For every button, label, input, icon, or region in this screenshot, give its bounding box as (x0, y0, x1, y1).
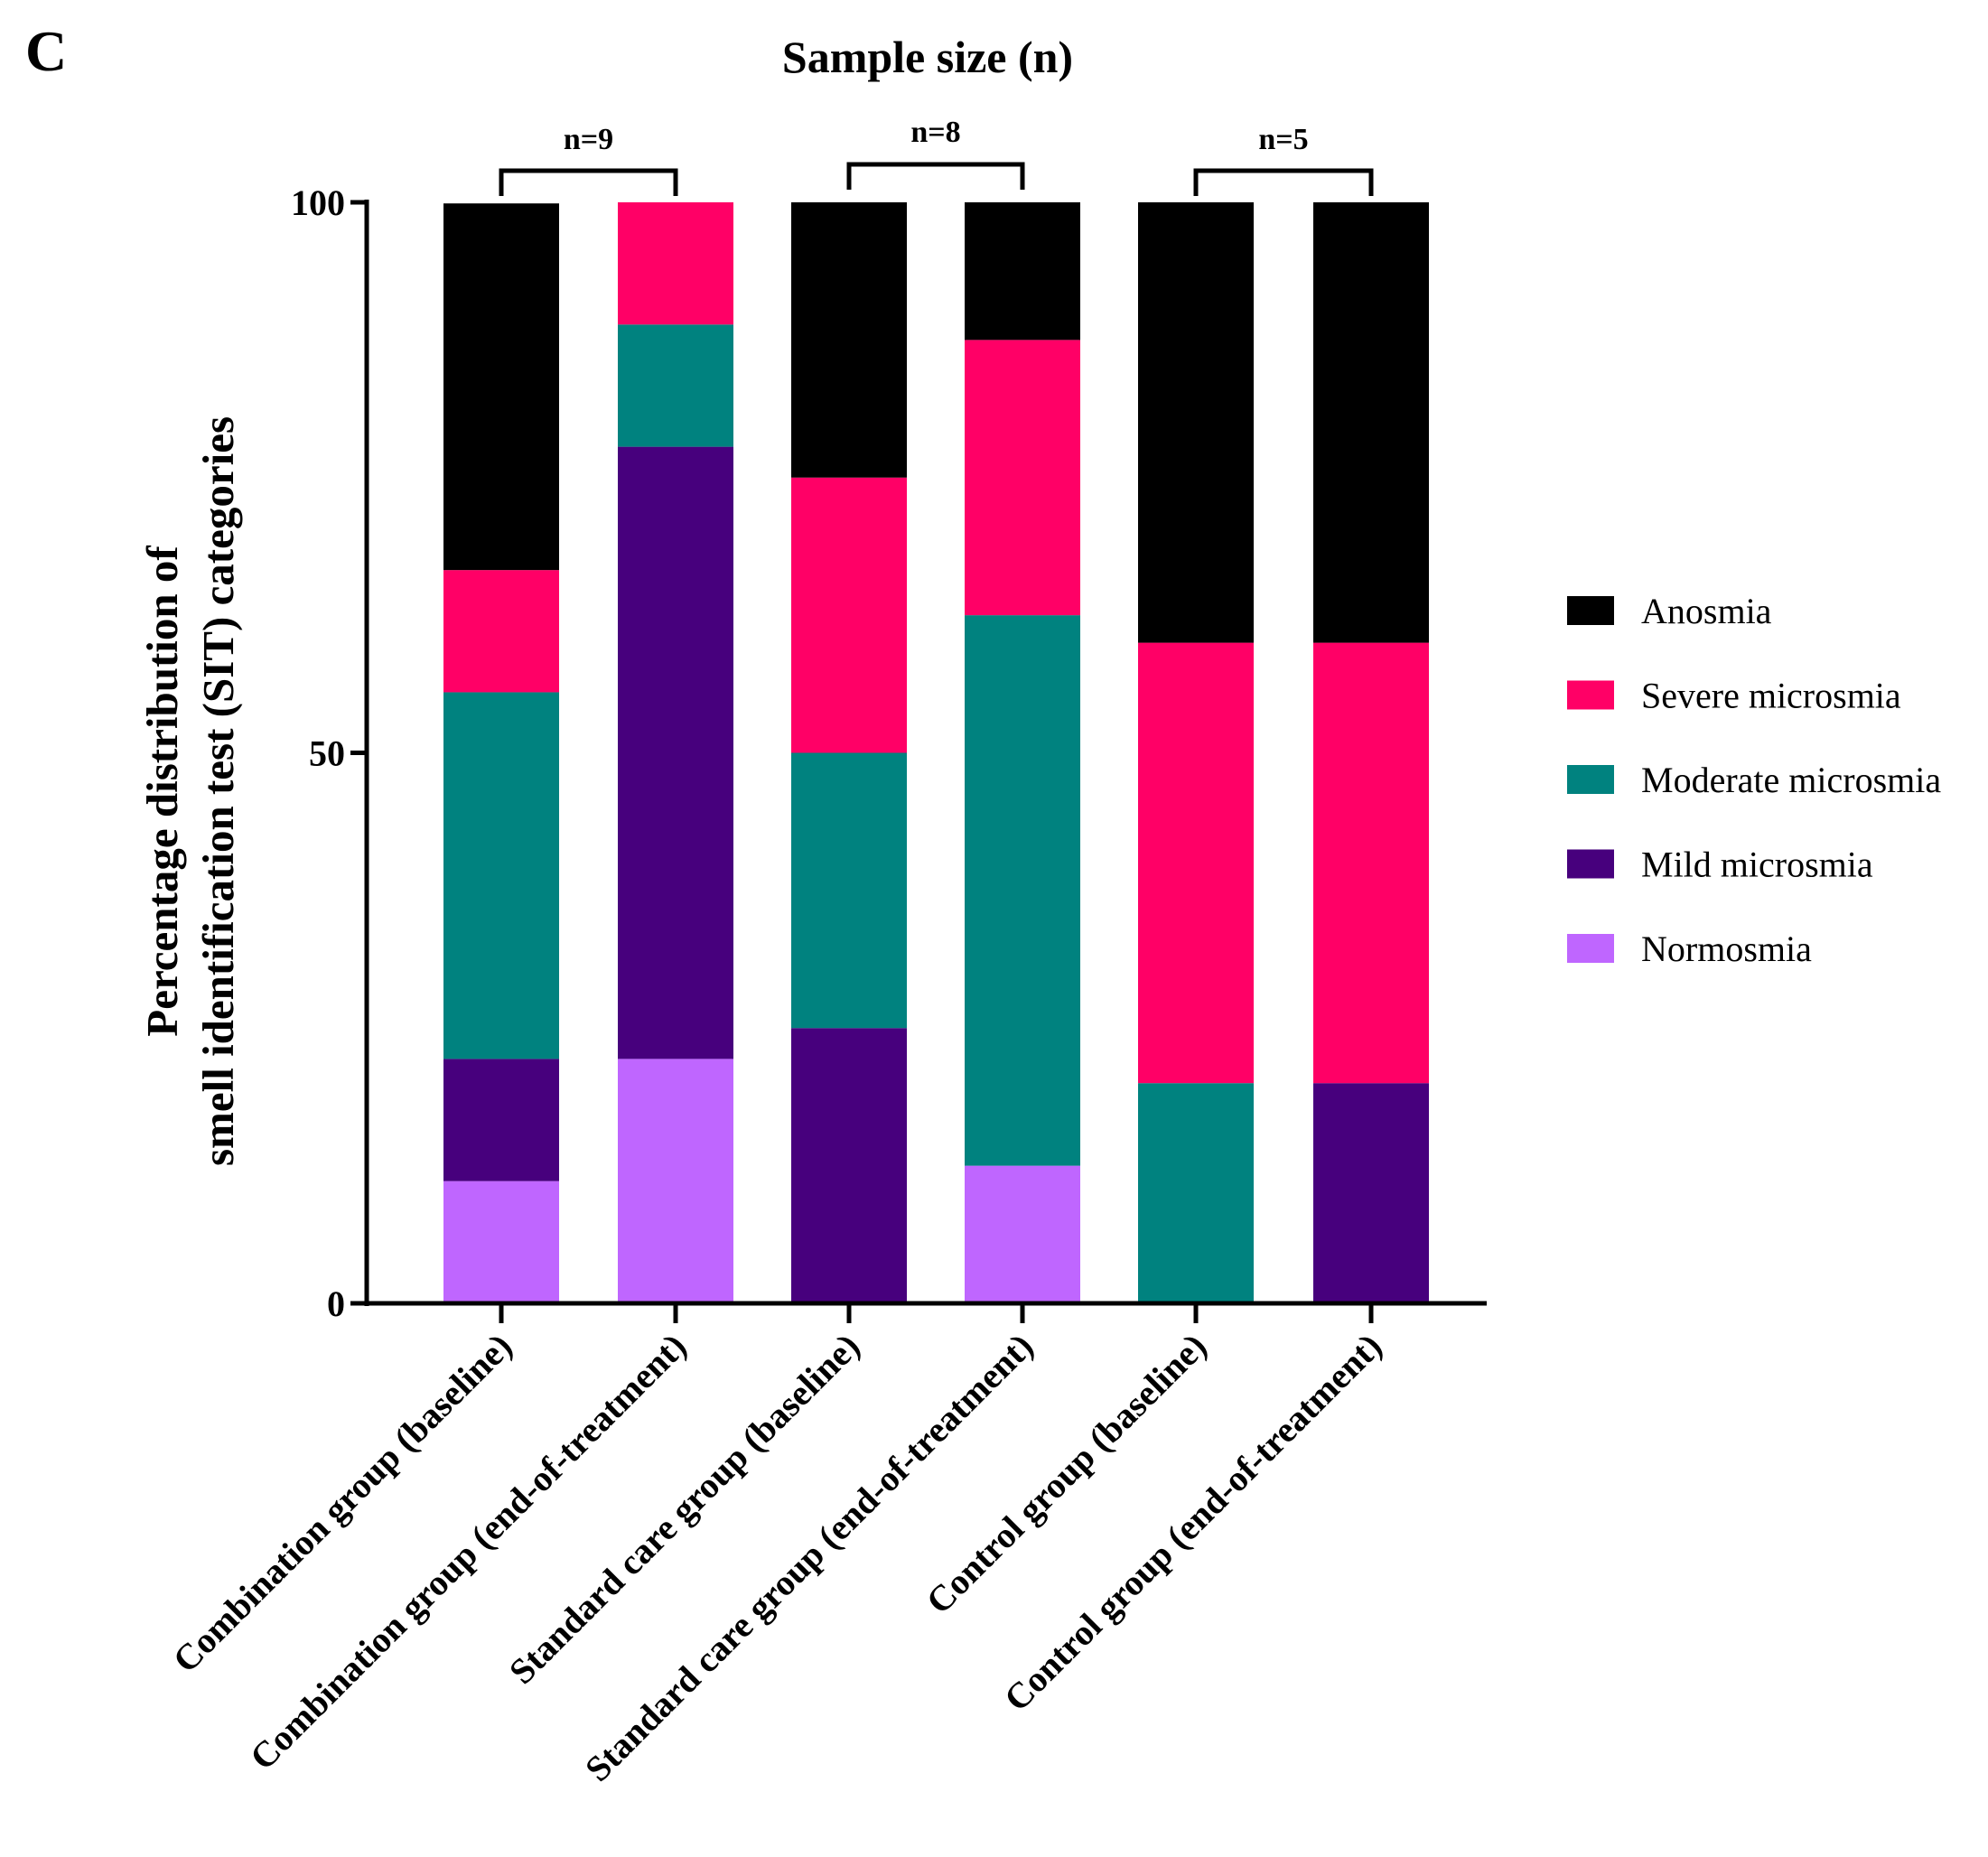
sample-size-brackets: n=9 n=8 n=5 (499, 116, 1374, 196)
bar-segment (618, 324, 733, 447)
legend-label: Anosmia (1641, 591, 1772, 631)
bar-segment (443, 692, 559, 1059)
legend-swatch (1567, 849, 1614, 879)
group-bracket (1193, 168, 1374, 196)
x-tick-label: Combination group (baseline) (165, 1326, 520, 1681)
bar-segment (1138, 202, 1254, 643)
bar-segment (965, 615, 1080, 1166)
bar-segment (791, 752, 907, 1029)
y-tick-label: 0 (327, 1283, 345, 1324)
bar-segment (791, 1028, 907, 1303)
group-n-label: n=8 (910, 116, 960, 149)
group-bracket (499, 168, 678, 196)
axes-layer (350, 200, 1487, 1323)
bar-segment (618, 446, 733, 1059)
bar-segment (965, 1165, 1080, 1303)
bar-segment (965, 340, 1080, 616)
bar-segment (443, 1180, 559, 1303)
x-tick-label: Standard care group (baseline) (501, 1326, 868, 1693)
legend: Anosmia Severe microsmia Moderate microsmi… (1567, 591, 1941, 969)
x-tick-label: Control group (baseline) (919, 1326, 1215, 1622)
legend-swatch (1567, 934, 1614, 963)
bar-segment (1313, 642, 1429, 1084)
legend-label: Mild microsmia (1641, 845, 1873, 885)
bar-segment (618, 202, 733, 325)
bar-segment (965, 202, 1080, 341)
legend-label: Severe microsmia (1641, 676, 1901, 716)
bar-segment (1313, 202, 1429, 643)
legend-label: Moderate microsmia (1641, 760, 1941, 800)
legend-swatch (1567, 765, 1614, 794)
group-n-label: n=9 (564, 123, 613, 156)
x-tick-label: Control group (end-of-treatment) (996, 1326, 1390, 1720)
y-axis-label-line1: Percentage distribution of (137, 546, 187, 1037)
y-tick-label: 100 (291, 182, 345, 223)
bars-layer (443, 202, 1429, 1303)
legend-swatch (1567, 596, 1614, 625)
bar-segment (791, 477, 907, 753)
legend-swatch (1567, 680, 1614, 710)
bar-segment (791, 202, 907, 478)
bar-segment (1138, 642, 1254, 1084)
panel-label: C (25, 19, 67, 83)
group-n-label: n=5 (1258, 123, 1308, 156)
y-tick-label: 50 (309, 733, 345, 774)
bar-segment (1138, 1083, 1254, 1303)
group-bracket (846, 162, 1025, 190)
bar-segment (618, 1059, 733, 1303)
y-axis-label: Percentage distribution of smell identif… (137, 416, 243, 1166)
bar-segment (443, 203, 559, 571)
bar-segment (1313, 1083, 1429, 1303)
legend-label: Normosmia (1641, 928, 1812, 969)
y-axis-label-line2: smell identification test (SIT) categori… (193, 416, 243, 1166)
chart-title: Sample size (n) (782, 32, 1073, 82)
bar-segment (443, 1059, 559, 1181)
bar-segment (443, 570, 559, 693)
